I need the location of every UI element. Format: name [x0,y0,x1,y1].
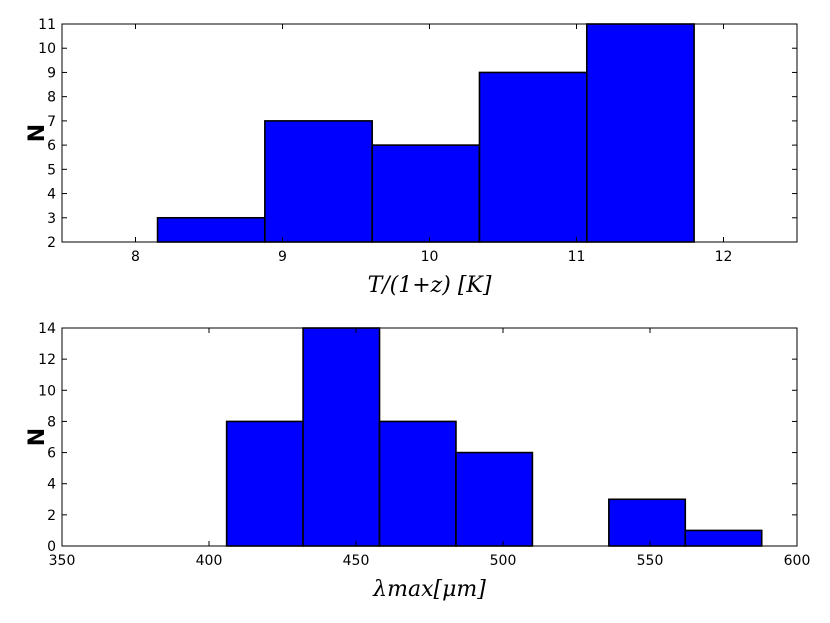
y-tick-label: 0 [47,539,56,555]
bar [455,451,534,547]
bar [684,529,763,547]
bar [585,23,695,243]
y-tick-label: 3 [47,211,56,227]
bar [378,420,457,547]
bar [225,420,304,547]
x-tick-label: 11 [568,249,586,265]
y-tick-label: 8 [47,90,56,106]
histogram-temperature: 8 9 10 11 12 2 3 4 5 6 7 8 9 10 11 N T/(1+z) [K] [25,17,798,298]
bar [608,498,687,547]
bars [225,327,763,547]
y-axis-label: N [25,124,50,142]
x-tick-label: 8 [131,249,140,265]
bar [156,216,266,243]
x-tick-label: 500 [490,553,517,569]
y-tick-label: 12 [38,352,56,368]
y-tick-label: 6 [47,446,56,462]
y-tick-label: 4 [47,477,56,493]
y-tick-label: 9 [47,65,56,81]
x-tick-label: 12 [715,249,733,265]
y-tick-label: 10 [38,41,56,57]
y-tick-label: 11 [38,17,56,33]
y-tick-label: 14 [38,321,56,337]
bar [264,120,373,243]
x-tick-label: 350 [49,553,76,569]
bar [371,144,481,243]
bar [302,327,381,547]
bars [156,23,695,243]
y-tick-label: 7 [47,114,56,130]
y-tick-label: 4 [47,187,56,203]
y-tick-label: 10 [38,383,56,399]
x-tick-label: 600 [784,553,811,569]
x-tick-label: 400 [196,553,223,569]
bar [478,71,588,243]
y-tick-label: 2 [47,508,56,524]
y-tick-label: 5 [47,162,56,178]
y-tick-label: 6 [47,138,56,154]
x-axis-label: T/(1+z) [K] [368,273,492,298]
x-tick-label: 9 [278,249,287,265]
x-axis-label: λmax[μm] [372,577,486,602]
y-tick-label: 2 [47,235,56,251]
x-tick-label: 550 [637,553,664,569]
axes-frame [61,327,798,547]
x-tick-label: 10 [421,249,439,265]
y-tick-label: 8 [47,414,56,430]
y-axis-label: N [25,428,50,446]
x-tick-label: 450 [343,553,370,569]
